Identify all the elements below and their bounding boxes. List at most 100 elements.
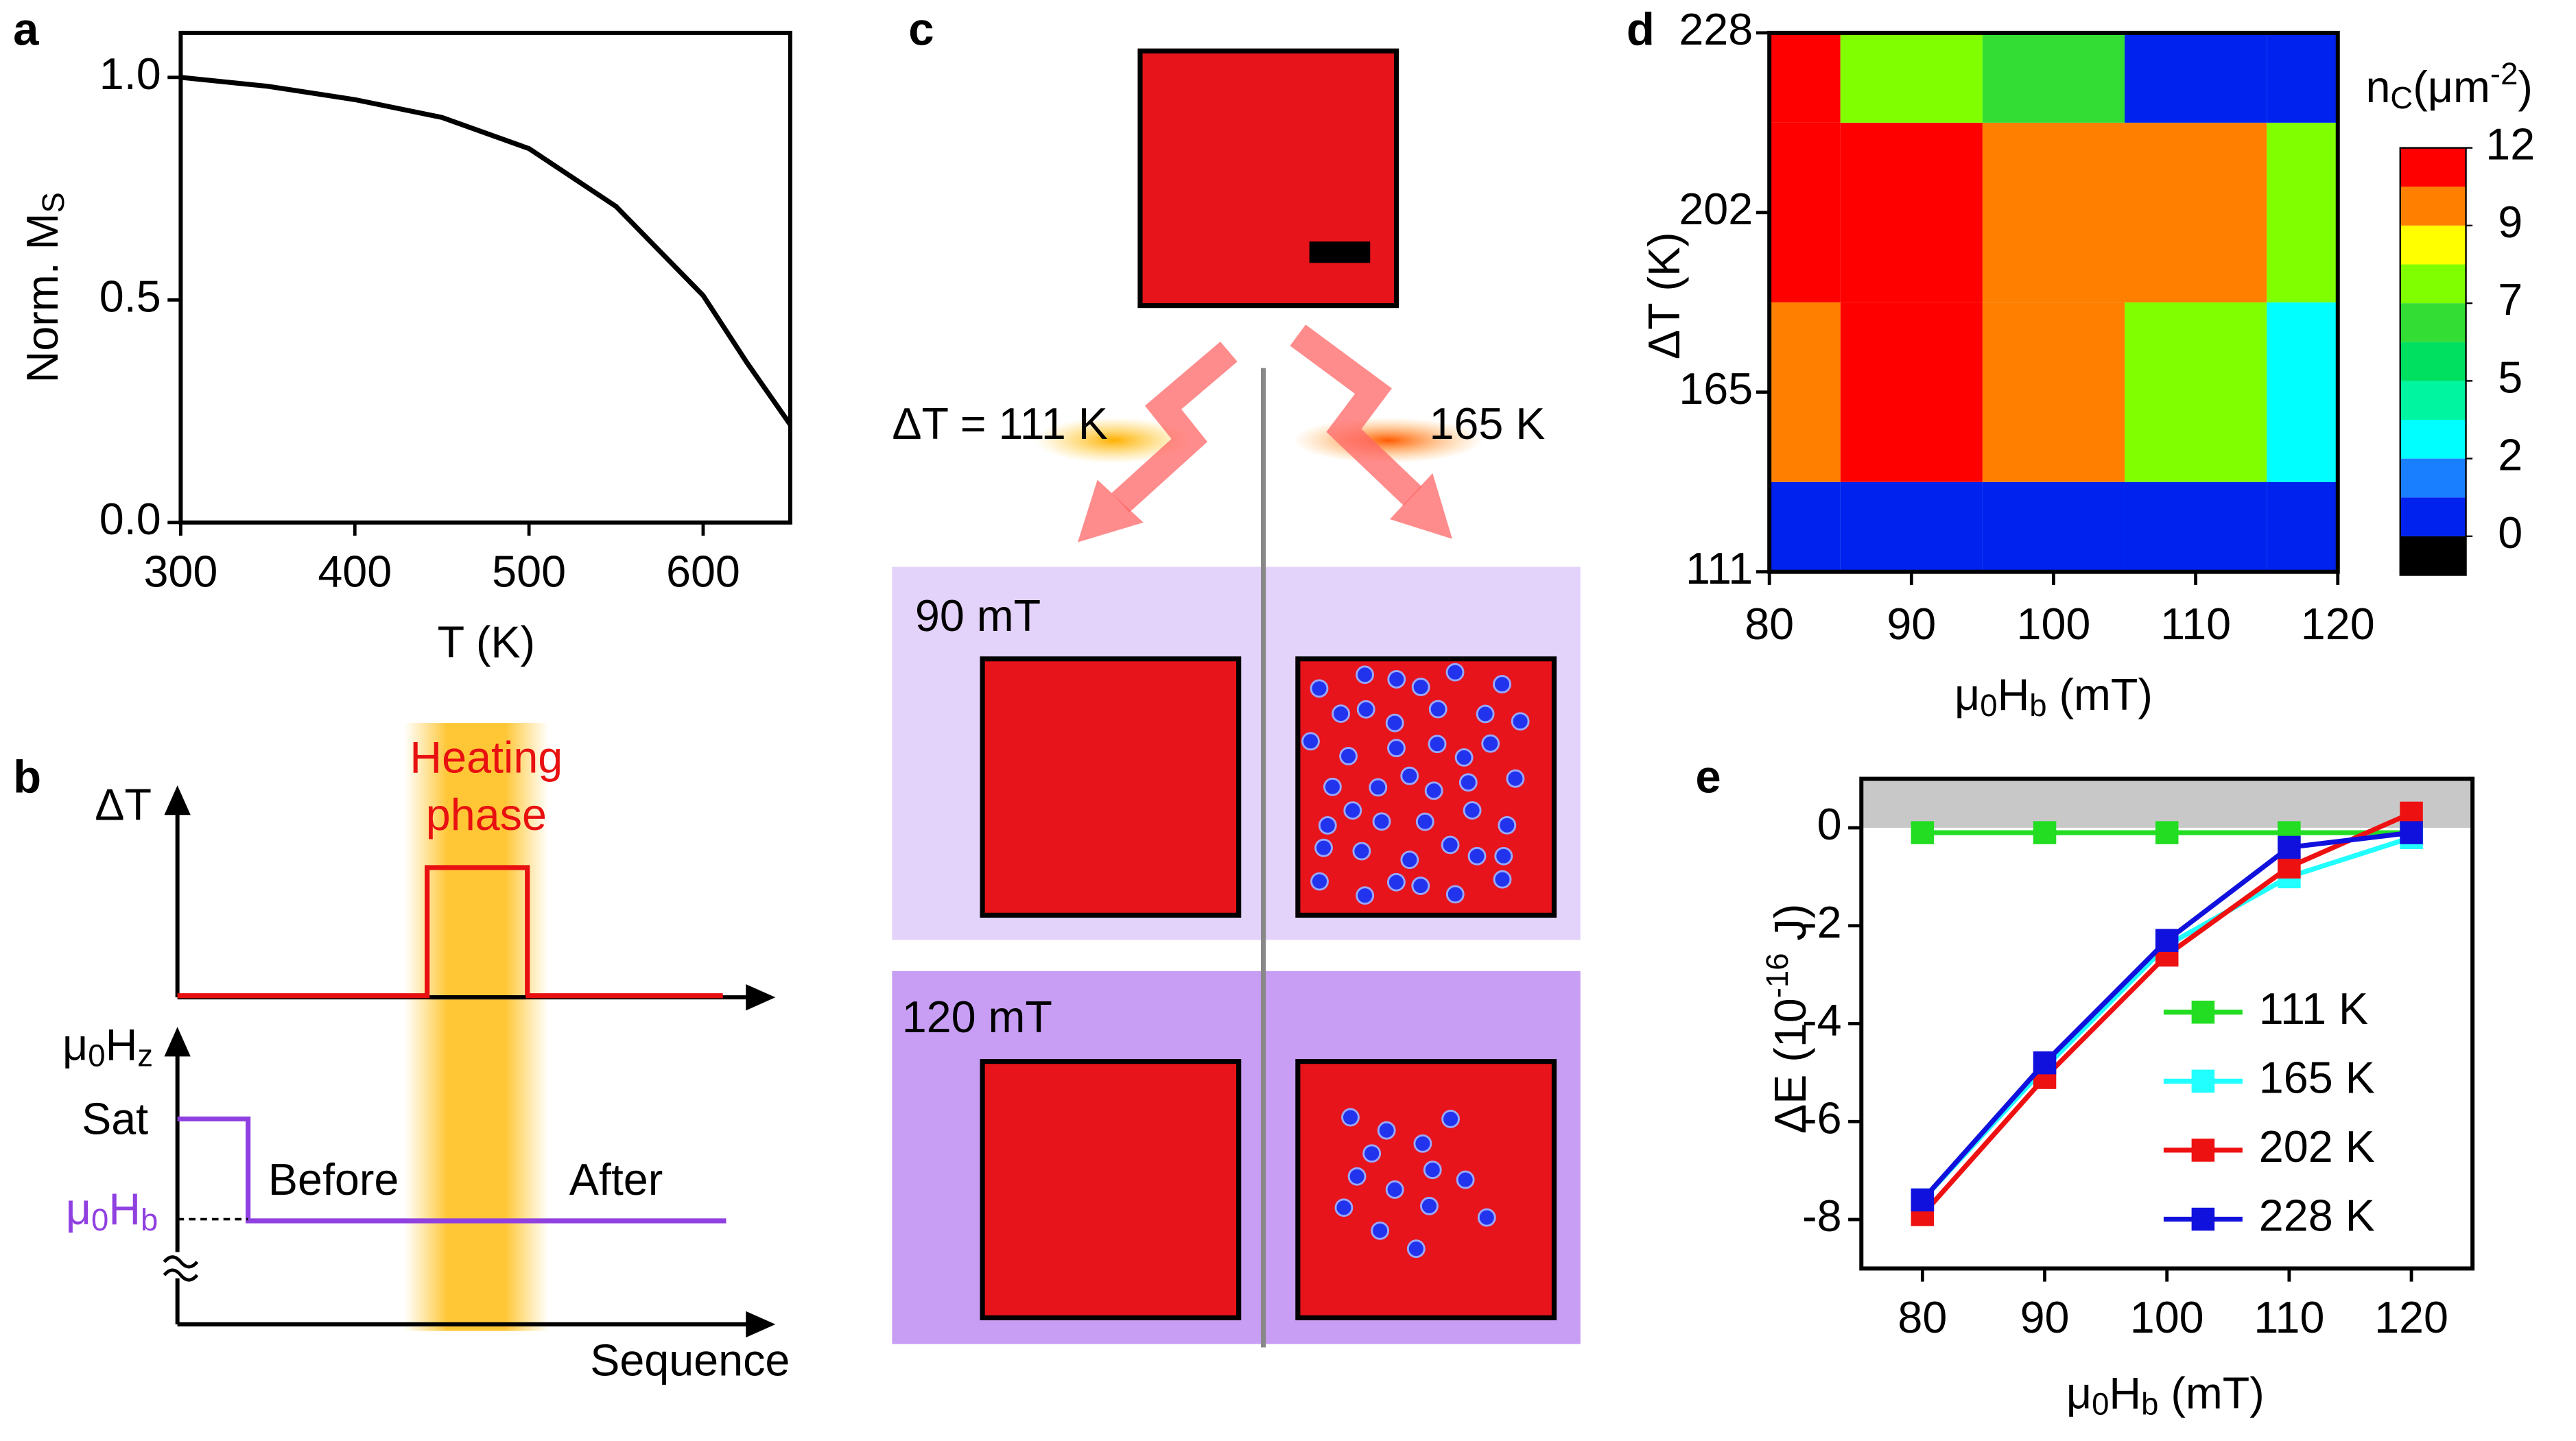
y-tick-label: 0.5 <box>99 271 161 321</box>
state-square <box>980 656 1242 918</box>
skyrmion <box>1428 700 1447 719</box>
skyrmion <box>1400 766 1419 785</box>
y-tick-label: 111 <box>1686 543 1753 593</box>
panel-label: d <box>1627 4 1655 56</box>
heat-cell <box>1840 32 1983 123</box>
skyrmion <box>1356 665 1374 684</box>
skyrmion <box>1314 838 1333 857</box>
panel-label: a <box>13 4 39 56</box>
colorbar-title-part: C <box>2390 80 2413 115</box>
x-tick-label: 120 <box>2374 1292 2448 1342</box>
marker <box>2400 801 2423 825</box>
skyrmion <box>1377 1121 1396 1140</box>
state-square <box>980 1059 1242 1320</box>
panel-label: b <box>13 752 41 803</box>
skyrmion <box>1415 812 1434 831</box>
x-axis-label-part: 0 <box>1980 688 1997 723</box>
axis-break <box>163 1255 199 1282</box>
heating-label: Heating <box>410 732 563 782</box>
heat-cell <box>1769 302 1841 482</box>
skyrmion <box>1400 850 1419 870</box>
panel-label: c <box>908 4 934 56</box>
y-tick-label: 228 <box>1679 4 1753 54</box>
heat-arrow <box>1290 324 1422 506</box>
legend-label: 228 K <box>2259 1191 2375 1241</box>
skyrmion <box>1362 1144 1382 1163</box>
skyrmion <box>1424 781 1443 800</box>
colorbar-band <box>2400 419 2466 459</box>
heat-pulse <box>177 865 723 999</box>
heat-cell <box>1982 481 2125 572</box>
field-axis-label: μ0Hz <box>62 1020 153 1073</box>
skyrmion <box>1356 700 1375 719</box>
legend-label: 165 K <box>2259 1052 2375 1102</box>
colorbar-band <box>2400 497 2466 536</box>
field-label: 120 mT <box>902 992 1052 1042</box>
heat-cell <box>2267 481 2338 572</box>
hb-label-part: 0 <box>91 1202 108 1237</box>
initial-state <box>1137 48 1399 309</box>
skyrmion <box>1347 1167 1367 1186</box>
heat-glow <box>1035 417 1193 464</box>
skyrmion <box>1369 778 1388 797</box>
colorbar-band <box>2400 264 2466 304</box>
x-tick-label: 90 <box>2020 1292 2070 1342</box>
skyrmion <box>1341 1108 1360 1127</box>
heat-cell <box>2125 32 2267 123</box>
skyrmion <box>1385 713 1404 733</box>
skyrmion <box>1372 812 1391 831</box>
skyrmion <box>1428 735 1447 754</box>
field-axis-label-part: H <box>106 1020 138 1070</box>
marker <box>2033 821 2057 844</box>
panel-b: ΔT Heating phase Sat Before After Sequen… <box>82 723 790 1385</box>
panel-c: ΔT = 111 K 165 K 90 mT 120 mT <box>892 48 1581 1348</box>
x-axis-label-part: H <box>2109 1368 2141 1418</box>
colorbar-tick-label: 5 <box>2498 352 2522 402</box>
x-axis-label-part: 0 <box>2092 1386 2109 1421</box>
field-axis-label-part: z <box>137 1038 153 1073</box>
skyrmion <box>1413 1134 1432 1153</box>
x-axis-label: T (K) <box>438 617 535 667</box>
colorbar-title-part: ) <box>2518 62 2533 112</box>
skyrmion <box>1493 675 1511 694</box>
colorbar-band <box>2400 381 2466 420</box>
x-tick-label: 100 <box>2017 599 2091 649</box>
shaded-region <box>1861 778 2473 828</box>
marker <box>2155 821 2179 844</box>
skyrmion <box>1458 773 1478 792</box>
field-label: 90 mT <box>915 591 1041 641</box>
heat-cell <box>1769 32 1841 123</box>
colorbar-band <box>2400 536 2466 575</box>
arrowhead <box>164 1027 191 1057</box>
skyrmion <box>1456 1170 1475 1189</box>
sequence-label: Sequence <box>590 1335 790 1385</box>
skyrmion <box>1481 734 1500 753</box>
heat-cell <box>1982 302 2125 482</box>
legend-label: 111 K <box>2259 984 2368 1034</box>
skyrmion <box>1387 670 1406 689</box>
x-tick-label: 90 <box>1887 599 1936 649</box>
x-axis-label: μ0Hb (mT) <box>2066 1368 2265 1421</box>
heat-cell <box>1840 481 1983 572</box>
marker <box>2033 1051 2057 1075</box>
hb-label: μ0Hb <box>66 1184 158 1237</box>
skyrmion <box>1498 815 1517 835</box>
y-axis-label-part: ΔE (10 <box>1765 998 1815 1134</box>
x-axis-label-part: (mT) <box>2158 1368 2264 1418</box>
colorbar-band <box>2400 342 2466 381</box>
y-tick-label: 0 <box>1817 799 1842 849</box>
skyrmion <box>1318 816 1337 835</box>
x-tick-label: 600 <box>666 547 740 597</box>
y-axis-label: ΔT (K) <box>1639 232 1689 359</box>
marker <box>1911 1188 1935 1212</box>
skyrmion <box>1441 835 1460 855</box>
after-label: After <box>569 1154 663 1204</box>
heat-arrow <box>1111 342 1238 513</box>
skyrmion <box>1477 1208 1496 1227</box>
legend-marker <box>2191 1207 2215 1231</box>
heat-cell <box>1769 481 1841 572</box>
y-axis-label: ΔE (10-16 J) <box>1760 904 1815 1134</box>
skyrmion <box>1420 1197 1439 1215</box>
x-tick-label: 80 <box>1898 1292 1947 1342</box>
scale-bar <box>1309 241 1371 263</box>
